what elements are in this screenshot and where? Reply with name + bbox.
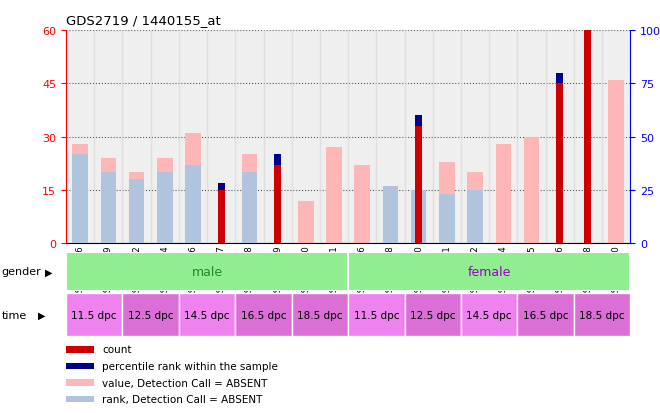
Bar <box>489 31 517 244</box>
Bar <box>496 145 511 244</box>
Bar <box>150 31 179 244</box>
Bar <box>348 31 376 244</box>
Bar <box>376 31 405 244</box>
Bar <box>546 31 574 244</box>
Bar <box>235 293 292 337</box>
Bar <box>411 190 426 244</box>
Bar <box>348 252 630 291</box>
Bar <box>517 31 546 244</box>
Bar <box>433 31 461 244</box>
Bar <box>185 134 201 244</box>
Text: 16.5 dpc: 16.5 dpc <box>523 310 568 320</box>
Bar <box>326 148 342 244</box>
Text: 11.5 dpc: 11.5 dpc <box>71 310 117 320</box>
Bar <box>100 159 116 244</box>
Text: 11.5 dpc: 11.5 dpc <box>354 310 399 320</box>
Text: count: count <box>102 344 132 354</box>
Bar <box>129 173 145 244</box>
Bar <box>405 293 461 337</box>
Bar <box>415 127 422 244</box>
Bar <box>556 84 563 244</box>
Bar <box>405 31 433 244</box>
Text: ▶: ▶ <box>45 267 52 277</box>
Bar <box>467 190 483 244</box>
Bar <box>574 293 630 337</box>
Text: 12.5 dpc: 12.5 dpc <box>128 310 174 320</box>
Bar <box>348 293 405 337</box>
Bar <box>461 31 489 244</box>
Bar <box>439 162 455 244</box>
Bar <box>129 180 145 244</box>
Bar <box>274 155 281 166</box>
Bar <box>320 31 348 244</box>
Bar <box>66 380 94 386</box>
Bar <box>467 173 483 244</box>
Text: 12.5 dpc: 12.5 dpc <box>410 310 455 320</box>
Bar <box>556 74 563 84</box>
Bar <box>274 166 281 244</box>
Text: 18.5 dpc: 18.5 dpc <box>579 310 625 320</box>
Bar <box>354 166 370 244</box>
Bar <box>218 190 224 244</box>
Bar <box>66 396 94 403</box>
Text: 14.5 dpc: 14.5 dpc <box>467 310 512 320</box>
Bar <box>179 293 236 337</box>
Bar <box>585 31 591 244</box>
Bar <box>292 293 348 337</box>
Bar <box>207 31 235 244</box>
Bar <box>157 159 172 244</box>
Text: 18.5 dpc: 18.5 dpc <box>297 310 343 320</box>
Bar <box>292 31 320 244</box>
Bar <box>574 31 602 244</box>
Bar <box>242 155 257 244</box>
Bar <box>415 116 422 127</box>
Bar <box>585 17 591 31</box>
Bar <box>517 293 574 337</box>
Bar <box>66 31 94 244</box>
Bar <box>66 252 348 291</box>
Bar <box>185 166 201 244</box>
Bar <box>66 363 94 369</box>
Bar <box>73 145 88 244</box>
Bar <box>73 155 88 244</box>
Bar <box>236 31 263 244</box>
Bar <box>66 293 123 337</box>
Text: gender: gender <box>1 267 41 277</box>
Text: ▶: ▶ <box>38 310 46 320</box>
Text: 16.5 dpc: 16.5 dpc <box>241 310 286 320</box>
Bar <box>179 31 207 244</box>
Text: 14.5 dpc: 14.5 dpc <box>184 310 230 320</box>
Bar <box>242 173 257 244</box>
Text: female: female <box>467 265 511 278</box>
Bar <box>298 201 313 244</box>
Bar <box>609 81 624 244</box>
Bar <box>461 293 517 337</box>
Bar <box>123 293 179 337</box>
Text: value, Detection Call = ABSENT: value, Detection Call = ABSENT <box>102 377 267 388</box>
Bar <box>218 183 224 190</box>
Bar <box>94 31 123 244</box>
Text: rank, Detection Call = ABSENT: rank, Detection Call = ABSENT <box>102 394 263 404</box>
Bar <box>100 173 116 244</box>
Bar <box>123 31 150 244</box>
Text: GDS2719 / 1440155_at: GDS2719 / 1440155_at <box>66 14 220 27</box>
Bar <box>524 137 539 244</box>
Text: male: male <box>191 265 222 278</box>
Bar <box>66 346 94 353</box>
Text: percentile rank within the sample: percentile rank within the sample <box>102 361 278 371</box>
Text: time: time <box>1 310 26 320</box>
Bar <box>439 194 455 244</box>
Bar <box>263 31 292 244</box>
Bar <box>157 173 172 244</box>
Bar <box>383 187 398 244</box>
Bar <box>602 31 630 244</box>
